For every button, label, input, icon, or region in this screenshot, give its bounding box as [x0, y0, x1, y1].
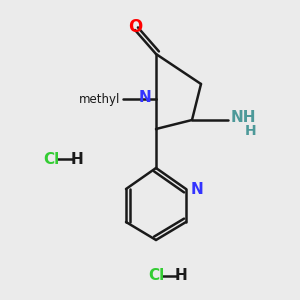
Text: N: N — [139, 90, 152, 105]
Text: O: O — [128, 18, 142, 36]
Text: H: H — [175, 268, 188, 284]
Text: methyl: methyl — [79, 92, 120, 106]
Text: Cl: Cl — [148, 268, 164, 284]
Text: Cl: Cl — [43, 152, 59, 166]
Text: H: H — [244, 124, 256, 137]
Text: N: N — [190, 182, 203, 196]
Text: NH: NH — [231, 110, 256, 124]
Text: H: H — [70, 152, 83, 166]
